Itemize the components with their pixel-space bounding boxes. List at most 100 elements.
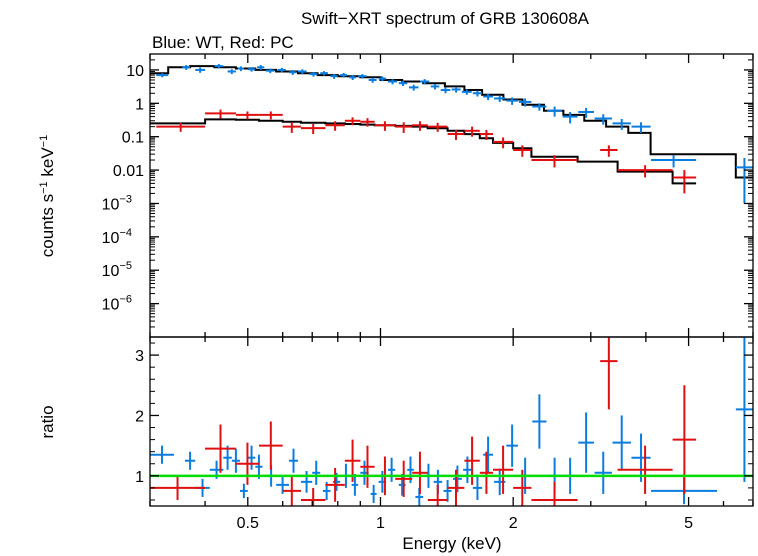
ratio-panel: 1 2 3 0.5 1 2 5 xyxy=(135,336,754,532)
ratio-point xyxy=(427,484,448,506)
spectrum-point xyxy=(300,124,326,135)
ratio-y-label: ratio xyxy=(38,405,57,438)
ratio-point xyxy=(479,451,494,494)
spectrum-panel: 10 1 0.1 0.01 10−3 10−4 10−5 10−6 xyxy=(102,53,754,338)
y-tick-label: 1 xyxy=(135,469,144,486)
ratio-point xyxy=(258,421,283,470)
spectrum-point xyxy=(282,122,301,133)
ratio-point xyxy=(532,394,547,449)
spectrum-data xyxy=(150,64,753,204)
spectrum-point xyxy=(368,77,377,83)
ratio-point xyxy=(631,433,651,482)
ratio-point xyxy=(506,424,518,467)
ratio-point xyxy=(223,445,232,470)
ratio-point xyxy=(443,480,452,502)
spectrum-point xyxy=(461,89,472,95)
x-tick-label: 2 xyxy=(509,515,518,532)
spectrum-point xyxy=(330,73,338,79)
spectrum-point xyxy=(427,122,448,132)
spectrum-point xyxy=(235,111,259,120)
spectrum-point xyxy=(651,155,697,168)
spectrum-point xyxy=(214,64,224,69)
spectrum-point xyxy=(320,71,328,76)
spectrum-point xyxy=(420,79,430,85)
ratio-point xyxy=(735,337,753,482)
spectrum-point xyxy=(617,165,673,178)
spectrum-point xyxy=(258,111,283,120)
spectrum-point xyxy=(472,90,483,97)
spectrum-point xyxy=(631,122,651,133)
spectrum-point xyxy=(672,170,697,194)
spectrum-y-label: counts s−1 keV−1 xyxy=(38,135,57,257)
ratio-point xyxy=(300,487,326,506)
y-tick-label: 10−4 xyxy=(102,227,132,247)
spectrum-point xyxy=(531,155,578,168)
spectrum-point xyxy=(247,67,256,72)
spectrum-point xyxy=(325,121,345,131)
spectrum-point xyxy=(344,117,361,126)
ratio-point xyxy=(395,460,413,497)
spectrum-y-axis: 10 1 0.1 0.01 10−3 10−4 10−5 10−6 xyxy=(102,53,753,328)
y-tick-label: 10−3 xyxy=(102,193,132,213)
spectrum-point xyxy=(430,83,440,90)
spectrum-point xyxy=(547,106,562,117)
spectrum-point xyxy=(266,68,275,74)
spectrum-point xyxy=(735,158,753,204)
ratio-point xyxy=(672,385,697,494)
spectrum-point xyxy=(398,80,408,87)
ratio-point xyxy=(612,415,631,470)
spectrum-point xyxy=(395,122,413,133)
spectrum-point xyxy=(257,65,265,70)
y-tick-label: 10−5 xyxy=(102,260,132,280)
x-tick-label: 1 xyxy=(376,515,385,532)
y-tick-label: 1 xyxy=(135,96,144,113)
spectrum-point xyxy=(182,65,191,70)
ratio-point xyxy=(351,474,359,496)
spectrum-point xyxy=(532,103,547,111)
y-tick-label: 3 xyxy=(135,348,144,365)
y-tick-label: 0.01 xyxy=(113,163,144,180)
spectrum-point xyxy=(205,109,236,119)
chart-subtitle: Blue: WT, Red: PC xyxy=(152,33,294,52)
spectrum-point xyxy=(360,118,375,127)
ratio-point xyxy=(493,445,514,494)
model-step-line xyxy=(150,118,697,185)
spectrum-point xyxy=(479,129,494,140)
ratio-point xyxy=(483,436,494,473)
ratio-point xyxy=(617,445,673,494)
y-tick-label: 0.1 xyxy=(122,130,144,147)
ratio-point xyxy=(412,451,428,494)
ratio-point xyxy=(150,445,174,464)
ratio-point xyxy=(235,442,259,485)
spectrum-point xyxy=(447,129,465,140)
spectrum-point xyxy=(237,66,244,72)
spectrum-point xyxy=(378,76,387,82)
ratio-point xyxy=(231,448,240,473)
spectrum-point xyxy=(493,137,514,149)
y-tick-label: 10−6 xyxy=(102,294,132,314)
spectrum-point xyxy=(518,98,532,107)
spectrum-point xyxy=(340,72,348,78)
ratio-y-axis: 1 2 3 xyxy=(135,342,753,501)
spectrum-point xyxy=(349,75,357,80)
ratio-point xyxy=(594,451,612,494)
spectrum-point xyxy=(227,69,236,75)
spectrum-point xyxy=(506,97,518,105)
ratio-point xyxy=(239,483,248,499)
spectrum-point xyxy=(594,114,612,125)
ratio-x-axis: 0.5 1 2 5 xyxy=(149,337,754,532)
spectrum-point xyxy=(562,111,578,124)
spectrum-point xyxy=(298,69,307,74)
spectrum-point xyxy=(600,145,618,157)
ratio-point xyxy=(600,337,618,410)
ratio-frame xyxy=(149,336,754,507)
ratio-point xyxy=(205,424,236,473)
ratio-point xyxy=(184,451,196,470)
spectrum-point xyxy=(494,95,506,102)
spectrum-point xyxy=(195,67,206,73)
spectrum-point xyxy=(408,84,419,91)
spectrum-point xyxy=(578,107,594,118)
spectrum-point xyxy=(358,74,367,79)
y-tick-label: 10 xyxy=(126,63,144,80)
